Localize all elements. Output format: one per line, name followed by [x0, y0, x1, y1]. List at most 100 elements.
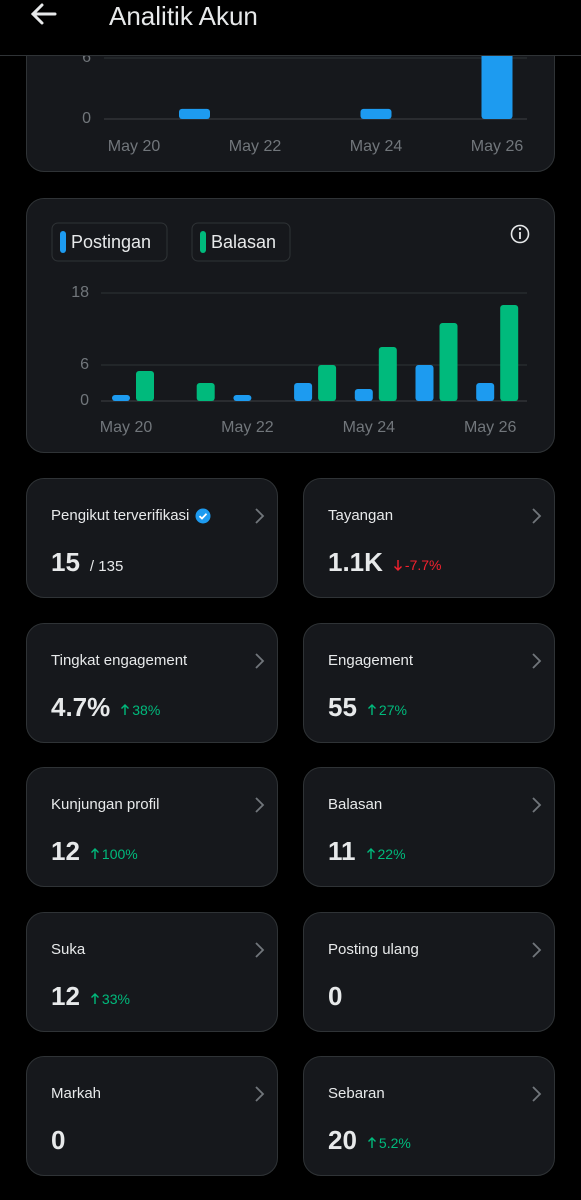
metric-card[interactable]: Tayangan 1.1K -7.7%: [303, 478, 555, 598]
metric-label-row: Tayangan: [328, 507, 393, 524]
metric-value-row: 11 22%: [328, 836, 406, 867]
bar: [415, 365, 434, 401]
metric-card[interactable]: Balasan 11 22%: [303, 767, 555, 887]
metric-value-row: 0: [328, 981, 342, 1012]
chevron: [255, 508, 265, 524]
legend-swatch: [200, 231, 206, 253]
arrow-path: [366, 848, 375, 859]
app-header: Analitik Akun: [0, 0, 581, 56]
metric-card[interactable]: Engagement 55 27%: [303, 622, 555, 743]
arrow-path: [121, 703, 130, 715]
chevron: [532, 508, 542, 524]
metric-card[interactable]: Suka 12 33%: [26, 911, 278, 1032]
metric-change: 22%: [366, 846, 406, 862]
chevron-path: [532, 797, 542, 813]
metric-change-text: 100%: [101, 846, 138, 862]
arrow-path: [393, 560, 402, 571]
x-tick-label: May 20: [100, 419, 153, 436]
x-tick-label: May 26: [471, 138, 524, 155]
metric-card[interactable]: Tingkat engagement 4.7% 38%: [26, 622, 278, 743]
y-tick-label: 0: [82, 110, 91, 127]
metric-value-row: 20 5.2%: [328, 1125, 411, 1156]
metric-label: Posting ulang: [328, 940, 419, 958]
chevron: [532, 652, 542, 669]
metric-label-row: Tingkat engagement: [51, 652, 187, 669]
verified-badge: [195, 508, 211, 523]
metric-card[interactable]: Sebaran 20 5.2%: [303, 1056, 555, 1176]
chevron: [255, 797, 265, 813]
chevron: [532, 941, 542, 958]
metric-label: Balasan: [328, 796, 383, 813]
metric-card[interactable]: Posting ulang 0: [303, 911, 555, 1032]
chevron: [255, 1086, 265, 1102]
chevron: [532, 1086, 542, 1102]
metric-label: Tayangan: [328, 507, 394, 524]
legend-label: Balasan: [211, 232, 276, 252]
bar: [378, 347, 397, 401]
back-button[interactable]: [25, 0, 65, 34]
chevron-path: [255, 797, 265, 813]
metric-value: 55: [328, 691, 357, 722]
chevron-path: [532, 652, 542, 669]
trend-arrow: [121, 703, 130, 715]
bar: [476, 383, 495, 401]
metric-label: Kunjungan profil: [51, 796, 160, 813]
page-title: Analitik Akun: [109, 1, 258, 31]
chart-card: 0 6 18 May 20 May 22 May 24 May 26 Postingan Bal…: [26, 198, 555, 453]
metric-label-row: Kunjungan profil: [51, 796, 159, 813]
metric-value-row: 1.1K -7.7%: [328, 547, 442, 578]
arrow-path: [367, 703, 376, 715]
bar: [179, 108, 210, 119]
metric-change-text: 27%: [378, 701, 407, 718]
bar: [354, 389, 373, 401]
metric-value-row: 12 100%: [51, 836, 138, 867]
metric-card[interactable]: Pengikut terverifikasi 15 / 135: [26, 478, 278, 598]
metric-label: Pengikut terverifikasi: [51, 507, 190, 524]
chart: 0 6 18 May 20 May 22 May 24 May 26 Postingan Bal…: [51, 222, 530, 436]
metric-change-text: 38%: [132, 701, 161, 718]
x-tick-label: May 24: [350, 138, 403, 155]
metric-change: 5.2%: [367, 1135, 411, 1151]
chevron-path: [255, 941, 265, 958]
metric-change: -7.7%: [393, 557, 442, 573]
metric-label-row: Posting ulang: [328, 941, 419, 958]
metric-value: 12: [51, 980, 80, 1011]
metric-card[interactable]: Markah 0: [26, 1056, 278, 1176]
metric-value: 0: [328, 980, 343, 1011]
chevron: [532, 797, 542, 813]
metric-card[interactable]: Kunjungan profil 12 100%: [26, 767, 278, 887]
info-icon[interactable]: [510, 224, 530, 244]
metric-label: Suka: [51, 940, 86, 958]
metric-change: 27%: [367, 702, 407, 718]
metric-value: 20: [328, 1125, 357, 1155]
metric-value-row: 0: [51, 1125, 65, 1156]
bar: [196, 383, 215, 401]
metric-change-text: 33%: [101, 990, 130, 1007]
badge-check: [199, 512, 208, 520]
metric-total: / 135: [89, 558, 124, 575]
legend-item: Balasan: [191, 222, 291, 262]
chevron: [255, 941, 265, 958]
metric-change-text: 5.2%: [378, 1135, 411, 1151]
chevron-path: [255, 508, 265, 524]
trend-arrow: [90, 848, 99, 859]
metric-value: 1.1K: [328, 547, 383, 577]
chevron-path: [532, 508, 542, 524]
bar: [439, 323, 458, 401]
trend-arrow: [90, 992, 99, 1004]
arrow-path: [90, 992, 99, 1004]
bar: [500, 305, 519, 401]
x-tick-label: May 22: [221, 419, 274, 436]
metric-value: 0: [51, 1125, 66, 1155]
x-tick-label: May 22: [229, 138, 282, 155]
metric-value-row: 4.7% 38%: [51, 692, 160, 723]
chevron: [255, 652, 265, 669]
y-tick-label: 6: [82, 49, 91, 66]
y-tick-label: 0: [80, 392, 89, 409]
metric-value-row: 12 33%: [51, 981, 130, 1012]
metric-label: Engagement: [328, 651, 414, 669]
bar: [136, 371, 154, 401]
metric-value-row: 55 27%: [328, 692, 407, 723]
badge-circle: [195, 508, 211, 523]
